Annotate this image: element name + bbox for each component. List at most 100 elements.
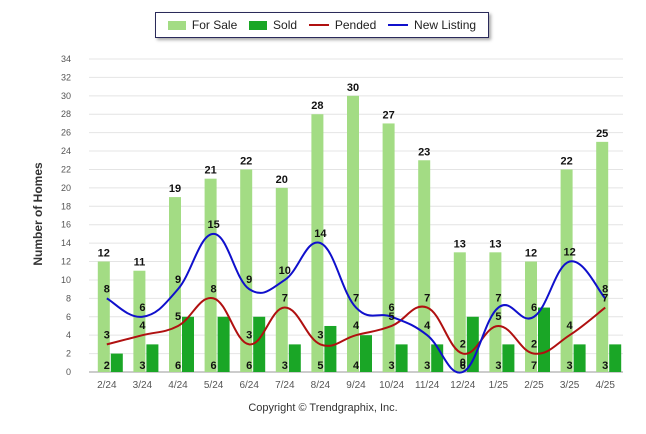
for-sale-bar bbox=[133, 270, 146, 372]
sold-value-label: 3 bbox=[139, 360, 145, 372]
x-tick-label: 12/24 bbox=[450, 380, 475, 391]
data-labels: 1223811346196592168152263920371028531430… bbox=[98, 82, 609, 372]
legend: For Sale Sold Pended New Listing bbox=[155, 12, 489, 38]
y-tick-label: 4 bbox=[66, 330, 71, 340]
sold-bar bbox=[146, 344, 159, 372]
x-tick-label: 5/24 bbox=[204, 380, 224, 391]
series-lines bbox=[106, 232, 606, 374]
for-sale-bar bbox=[489, 252, 502, 372]
new-listing-value-label: 14 bbox=[314, 228, 327, 240]
pended-value-label: 5 bbox=[175, 311, 181, 323]
pended-value-label: 5 bbox=[389, 311, 395, 323]
sold-bar bbox=[288, 344, 301, 372]
x-tick-label: 3/25 bbox=[560, 380, 580, 391]
for-sale-value-label: 19 bbox=[169, 183, 181, 195]
y-tick-label: 0 bbox=[66, 367, 71, 377]
x-tick-label: 8/24 bbox=[311, 380, 331, 391]
new-listing-swatch-icon bbox=[388, 24, 409, 26]
y-tick-label: 24 bbox=[61, 146, 71, 156]
new-listing-value-label: 8 bbox=[602, 283, 608, 295]
new-listing-value-label: 7 bbox=[353, 293, 359, 305]
copyright-text: Copyright © Trendgraphix, Inc. bbox=[248, 402, 398, 414]
pended-value-label: 3 bbox=[104, 329, 110, 341]
sold-value-label: 4 bbox=[353, 360, 360, 372]
sold-value-label: 6 bbox=[211, 360, 217, 372]
pended-value-label: 2 bbox=[460, 339, 466, 351]
x-tick-label: 2/24 bbox=[97, 380, 117, 391]
for-sale-bar bbox=[525, 261, 537, 372]
y-tick-label: 2 bbox=[66, 349, 71, 359]
for-sale-bar bbox=[453, 252, 466, 372]
sold-bar bbox=[395, 344, 408, 372]
for-sale-value-label: 13 bbox=[489, 238, 501, 250]
for-sale-value-label: 13 bbox=[454, 238, 466, 250]
for-sale-bar bbox=[275, 187, 288, 372]
x-tick-label: 3/24 bbox=[133, 380, 153, 391]
legend-label-new-listing: New Listing bbox=[414, 18, 477, 32]
legend-label-sold: Sold bbox=[273, 18, 298, 32]
pended-value-label: 4 bbox=[353, 320, 360, 332]
new-listing-value-label: 4 bbox=[424, 320, 431, 332]
sold-bar bbox=[609, 344, 622, 372]
for-sale-value-label: 30 bbox=[347, 82, 359, 94]
new-listing-value-label: 12 bbox=[563, 247, 575, 259]
new-listing-value-label: 15 bbox=[207, 219, 219, 231]
sold-value-label: 6 bbox=[246, 360, 252, 372]
sold-value-label: 3 bbox=[495, 360, 501, 372]
for-sale-bar bbox=[204, 178, 217, 372]
for-sale-value-label: 22 bbox=[560, 155, 572, 167]
y-axis-title: Number of Homes bbox=[31, 162, 45, 266]
sold-bar bbox=[324, 325, 337, 372]
pended-value-label: 7 bbox=[282, 293, 288, 305]
sold-bar bbox=[502, 344, 515, 372]
for-sale-bar bbox=[347, 95, 359, 372]
for-sale-value-label: 12 bbox=[525, 248, 537, 260]
y-tick-label: 14 bbox=[61, 238, 71, 248]
y-tick-label: 12 bbox=[61, 257, 71, 267]
for-sale-value-label: 21 bbox=[204, 165, 216, 177]
for-sale-bar bbox=[596, 141, 609, 372]
new-listing-value-label: 10 bbox=[279, 265, 291, 277]
y-tick-label: 22 bbox=[61, 164, 71, 174]
for-sale-value-label: 23 bbox=[418, 146, 430, 158]
y-tick-label: 20 bbox=[61, 183, 71, 193]
for-sale-value-label: 11 bbox=[134, 257, 146, 269]
pended-value-label: 2 bbox=[531, 339, 537, 351]
y-tick-label: 30 bbox=[61, 91, 71, 101]
pended-value-label: 4 bbox=[139, 320, 146, 332]
sold-bar bbox=[466, 316, 479, 372]
legend-item-sold[interactable]: Sold bbox=[249, 18, 297, 32]
sold-value-label: 6 bbox=[175, 360, 181, 372]
sold-bar bbox=[110, 353, 123, 372]
legend-label-for-sale: For Sale bbox=[191, 18, 238, 32]
y-tick-label: 10 bbox=[61, 275, 71, 285]
sold-swatch-icon bbox=[249, 20, 268, 30]
x-axis-ticks: 2/24 3/24 4/24 5/24 6/24 7/24 8/24 9/24 10/24 11/… bbox=[97, 380, 615, 391]
legend-item-pended[interactable]: Pended bbox=[308, 18, 376, 32]
legend-item-new-listing[interactable]: New Listing bbox=[388, 18, 476, 32]
sold-bar bbox=[573, 344, 586, 372]
pended-value-label: 3 bbox=[317, 329, 323, 341]
bars bbox=[97, 95, 622, 372]
new-listing-value-label: 6 bbox=[531, 302, 537, 314]
legend-item-for-sale[interactable]: For Sale bbox=[167, 18, 238, 32]
for-sale-bar bbox=[418, 160, 431, 372]
pended-line bbox=[106, 297, 606, 355]
y-tick-label: 8 bbox=[66, 293, 71, 303]
for-sale-value-label: 20 bbox=[276, 174, 288, 186]
x-tick-label: 10/24 bbox=[379, 380, 404, 391]
sold-value-label: 3 bbox=[389, 360, 395, 372]
pended-value-label: 7 bbox=[424, 293, 430, 305]
y-tick-label: 6 bbox=[66, 312, 71, 322]
for-sale-bar bbox=[560, 169, 573, 372]
for-sale-value-label: 28 bbox=[311, 100, 323, 112]
pended-value-label: 8 bbox=[211, 283, 217, 295]
pended-value-label: 7 bbox=[602, 293, 608, 305]
sold-value-label: 5 bbox=[317, 360, 323, 372]
y-tick-label: 34 bbox=[61, 54, 71, 64]
for-sale-bar bbox=[240, 169, 253, 372]
new-listing-value-label: 0 bbox=[460, 357, 466, 369]
pended-value-label: 3 bbox=[246, 329, 252, 341]
for-sale-bar bbox=[382, 123, 395, 372]
